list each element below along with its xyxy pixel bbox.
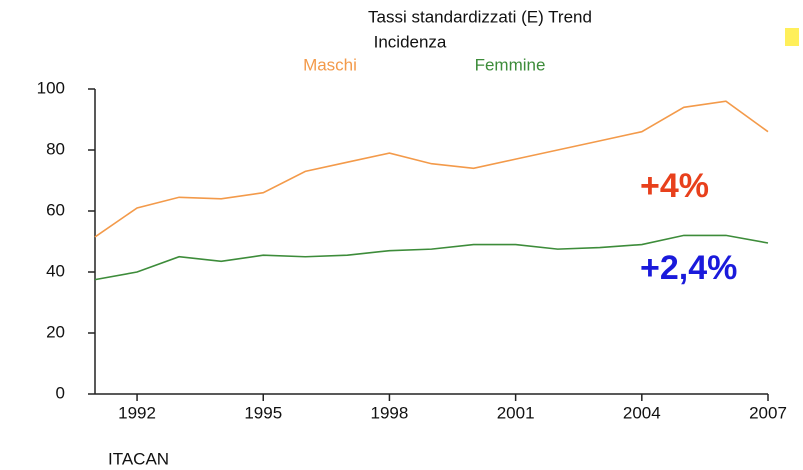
annotation: +4% xyxy=(640,167,709,205)
y-tick-label: 100 xyxy=(37,78,65,97)
y-tick-label: 20 xyxy=(46,322,65,341)
x-tick-label: 2007 xyxy=(749,403,787,422)
legend-label: Femmine xyxy=(475,55,546,74)
chart-title: Tassi standardizzati (E) Trend xyxy=(368,7,592,26)
legend-label: Maschi xyxy=(303,55,357,74)
series-line xyxy=(94,234,769,281)
annotation: +2,4% xyxy=(640,249,737,287)
x-tick-label: 1995 xyxy=(244,403,282,422)
y-tick-label: 0 xyxy=(56,383,65,402)
y-tick-label: 60 xyxy=(46,200,65,219)
y-tick-label: 80 xyxy=(46,139,65,158)
x-tick-label: 1992 xyxy=(118,403,156,422)
corner-marker xyxy=(785,28,799,46)
x-tick-label: 2001 xyxy=(497,403,535,422)
source: ITACAN xyxy=(108,449,169,468)
x-tick-label: 1998 xyxy=(371,403,409,422)
x-tick-label: 2004 xyxy=(623,403,661,422)
series-line xyxy=(94,100,769,238)
chart-subtitle: Incidenza xyxy=(374,32,447,51)
y-tick-label: 40 xyxy=(46,261,65,280)
